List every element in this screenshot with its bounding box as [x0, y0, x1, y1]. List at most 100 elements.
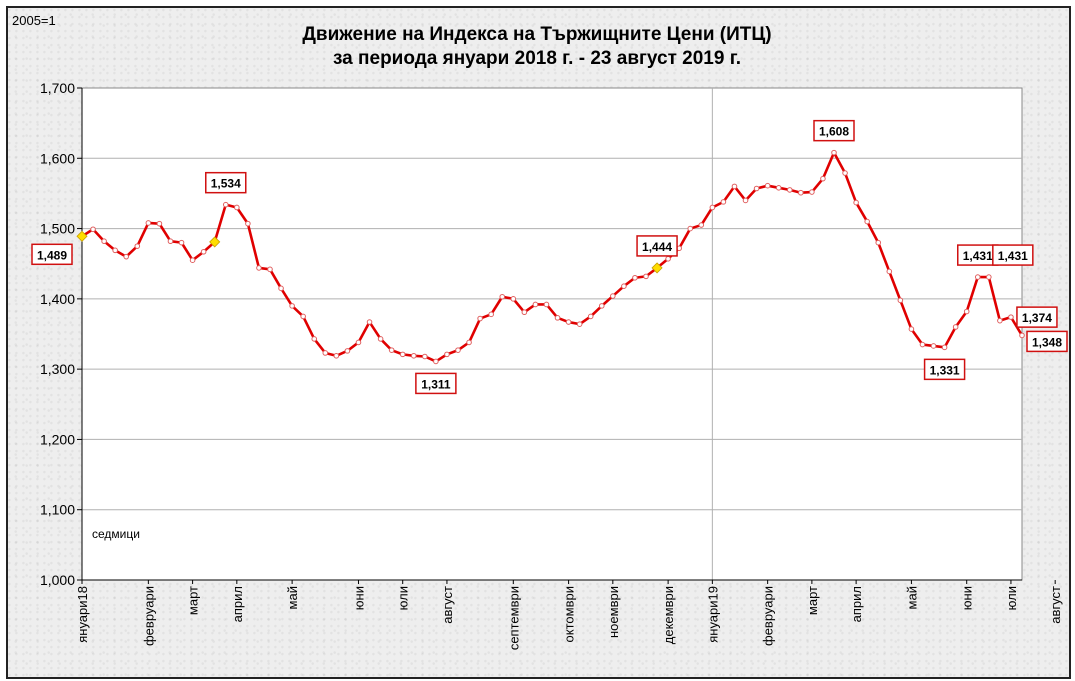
data-point: [189, 257, 196, 264]
data-point: [510, 296, 517, 302]
data-point: [399, 351, 406, 358]
series-line: [81, 151, 1024, 363]
highlight-point: [651, 262, 663, 274]
data-point: [764, 182, 771, 189]
data-point: [477, 315, 483, 322]
x-tick-label: март: [186, 586, 201, 615]
data-label: 1,608: [813, 119, 855, 142]
data-point: [245, 220, 251, 227]
data-label-box: [923, 358, 966, 381]
data-point: [355, 339, 362, 346]
data-point: [422, 353, 428, 360]
data-point: [941, 344, 948, 351]
data-point: [444, 351, 450, 358]
series-group: [76, 149, 1025, 365]
highlight-point: [209, 236, 221, 248]
data-point: [466, 339, 472, 346]
data-point: [687, 225, 694, 232]
data-point: [986, 274, 992, 280]
data-point: [643, 273, 649, 280]
base-year-label: 2005=1: [12, 13, 56, 28]
data-point: [842, 170, 848, 176]
data-labels-group: 1,489 1,534 1,311 1,444 1,608 1,331 1,431 1,431…: [31, 119, 1068, 395]
data-point: [521, 309, 528, 316]
data-label-box: [636, 235, 678, 257]
data-point: [974, 274, 981, 280]
data-label-box: [1026, 330, 1068, 353]
data-point: [610, 293, 616, 299]
data-point: [234, 204, 240, 211]
data-label: 1,331: [923, 358, 966, 381]
y-tick-label: 1,600: [40, 150, 75, 166]
x-tick-label: ноември: [606, 586, 621, 638]
data-point: [90, 226, 96, 233]
data-label-text: 1,374: [1022, 311, 1052, 325]
data-point: [377, 336, 384, 342]
data-point: [809, 189, 815, 195]
x-tick-label: февруари: [141, 586, 156, 646]
data-point: [665, 255, 671, 262]
data-point: [123, 253, 130, 260]
x-tick-label: юли: [1004, 586, 1019, 610]
data-point: [742, 197, 749, 204]
x-tick-label: март: [805, 586, 820, 615]
data-label-text: 1,431: [998, 249, 1028, 263]
data-point: [499, 293, 506, 300]
data-label-box: [205, 171, 247, 194]
data-label-box: [813, 119, 855, 142]
data-point: [997, 317, 1003, 324]
chart-title-line1: Движение на Индекса на Тържищните Цени (…: [302, 24, 771, 45]
data-point: [532, 301, 539, 308]
data-point: [167, 238, 174, 245]
data-point: [786, 187, 793, 193]
data-point: [886, 268, 893, 275]
x-axis: януари18 февруари март април май юни юли август…: [75, 579, 1063, 650]
data-point: [1019, 332, 1025, 339]
data-point: [598, 303, 605, 309]
x-tick-label: юни: [960, 586, 975, 610]
data-point: [145, 220, 152, 226]
data-point: [178, 239, 185, 246]
data-point: [322, 350, 329, 356]
data-point: [112, 247, 118, 254]
data-point: [300, 313, 306, 320]
data-point: [278, 285, 284, 292]
data-point: [731, 183, 738, 190]
x-tick-label: юни: [351, 586, 366, 610]
data-label: 1,431: [992, 244, 1034, 266]
x-tick-label: септември: [506, 586, 521, 650]
data-label: 1,348: [1026, 330, 1068, 353]
x-tick-label: януари18: [75, 586, 90, 643]
x-tick-label: август: [440, 586, 455, 624]
data-label-box: [1016, 306, 1058, 328]
data-point: [543, 301, 550, 308]
data-label-text: 1,431: [963, 249, 993, 263]
data-point: [565, 319, 572, 325]
y-axis: 1,000 1,100 1,200 1,300 1,400 1,500 1,600 1,700: [40, 80, 83, 588]
y-tick-label: 1,300: [40, 361, 75, 377]
x-tick-label: януари19: [705, 586, 720, 643]
data-point: [632, 274, 638, 281]
data-point: [388, 347, 395, 353]
data-point: [488, 311, 494, 318]
y-tick-label: 1,500: [40, 221, 75, 237]
data-label: 1,534: [205, 171, 247, 194]
data-point: [455, 347, 461, 353]
data-point: [820, 175, 826, 182]
data-label: 1,374: [1016, 306, 1058, 328]
y-tick-label: 1,200: [40, 431, 75, 447]
y-tick-label: 1,100: [40, 502, 75, 518]
data-label: 1,311: [415, 372, 457, 395]
data-point: [587, 313, 594, 320]
data-point: [775, 185, 782, 191]
data-point: [267, 266, 273, 273]
y-tick-label: 1,700: [40, 80, 75, 96]
data-point: [753, 185, 760, 192]
data-point: [798, 189, 804, 196]
data-label-box: [415, 372, 457, 395]
highlight-point: [76, 230, 88, 242]
data-label-text: 1,311: [421, 377, 451, 391]
data-point: [200, 248, 207, 255]
data-point: [1008, 314, 1014, 320]
data-point: [963, 308, 970, 315]
